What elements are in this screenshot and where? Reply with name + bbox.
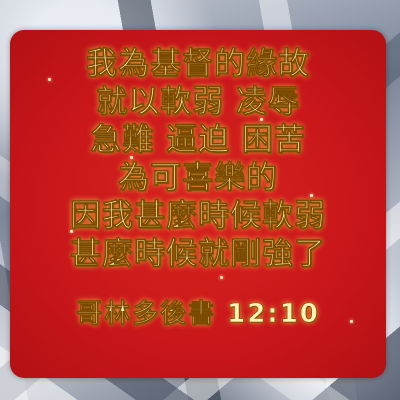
verse-line-4: 為可喜樂的 <box>118 160 278 197</box>
sparkle-decoration <box>220 276 223 279</box>
sparkle-decoration <box>48 78 51 81</box>
sparkle-decoration <box>70 230 73 233</box>
verse-line-1: 我為基督的緣故 <box>86 46 310 83</box>
sparkle-decoration <box>350 320 353 323</box>
verse-card: 我為基督的緣故 就以軟弱 凌辱 急難 逼迫 困苦 為可喜樂的 因我甚麼時候軟弱 … <box>10 30 386 378</box>
verse-line-5: 因我甚麼時候軟弱 <box>70 198 326 235</box>
verse-line-3: 急難 逼迫 困苦 <box>90 122 306 159</box>
verse-line-6: 甚麼時候就剛強了 <box>70 236 326 273</box>
sparkle-decoration <box>130 156 133 159</box>
verse-line-2: 就以軟弱 凌辱 <box>96 84 300 121</box>
sparkle-decoration <box>260 118 263 121</box>
verse-reference: 哥林多後書 12:10 <box>76 299 320 330</box>
sparkle-decoration <box>310 194 313 197</box>
